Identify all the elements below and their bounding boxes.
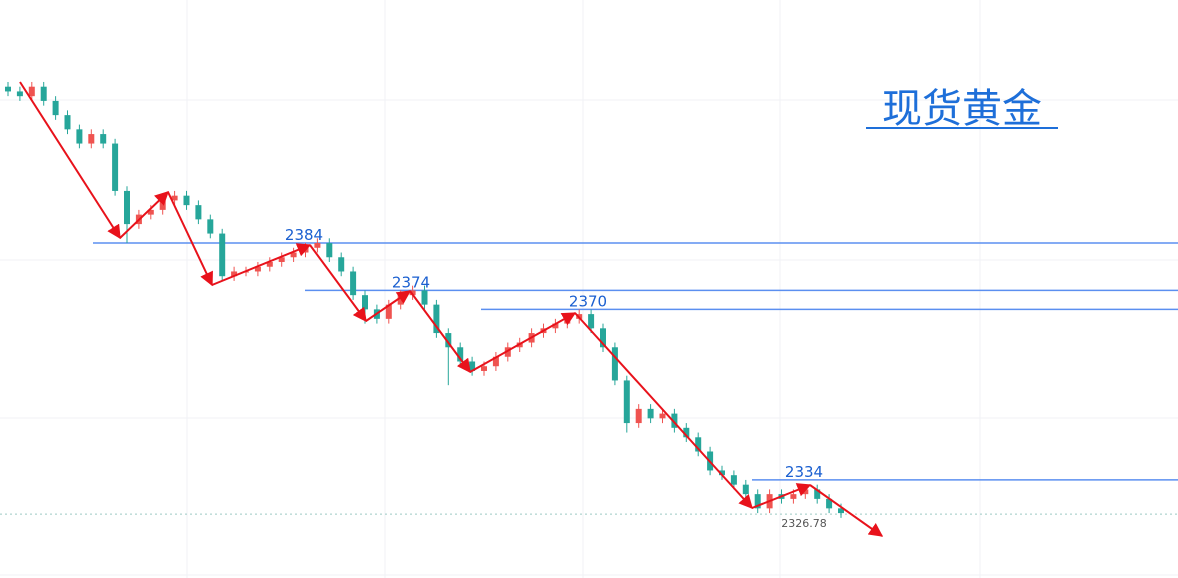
candle-body bbox=[492, 356, 499, 367]
candle-body bbox=[76, 129, 83, 144]
candle-body bbox=[195, 205, 202, 220]
candle-body bbox=[469, 361, 476, 371]
candle-body bbox=[409, 290, 416, 296]
candle-body bbox=[457, 347, 464, 362]
candle-body bbox=[600, 328, 606, 348]
candle-body bbox=[5, 86, 11, 92]
candle-body bbox=[100, 134, 107, 144]
chart-title: 现货黄金 bbox=[882, 86, 1042, 132]
candle-body bbox=[183, 195, 190, 206]
levels: 2384 2374 2370 2334 2326.78 bbox=[0, 226, 1178, 530]
candle-body bbox=[611, 347, 618, 381]
candle-body bbox=[790, 494, 797, 499]
candle-body bbox=[647, 408, 654, 419]
last-price-label: 2326.78 bbox=[781, 517, 827, 530]
candle-body bbox=[254, 266, 261, 272]
candle-body bbox=[671, 413, 678, 428]
candles bbox=[5, 81, 844, 518]
candle-body bbox=[88, 134, 95, 144]
candle-body bbox=[171, 195, 178, 201]
candle-body bbox=[338, 257, 345, 272]
candle-body bbox=[481, 366, 487, 371]
candle-body bbox=[754, 494, 761, 509]
candle-body bbox=[278, 257, 285, 262]
candle-body bbox=[231, 271, 238, 277]
candle-body bbox=[219, 233, 226, 277]
candle-body bbox=[695, 437, 702, 452]
candle-body bbox=[683, 427, 690, 438]
candle-body bbox=[659, 413, 666, 419]
candle-body bbox=[147, 209, 154, 215]
candle-body bbox=[207, 219, 214, 234]
candle-body bbox=[16, 91, 23, 97]
candle-body bbox=[290, 252, 297, 258]
candle-body bbox=[28, 86, 35, 97]
candle-body bbox=[433, 304, 440, 334]
trend-arrows bbox=[19, 81, 884, 537]
candle-body bbox=[814, 489, 821, 499]
candle-body bbox=[52, 100, 59, 116]
candle-body bbox=[385, 304, 392, 319]
candle-body bbox=[445, 333, 452, 348]
candle-body bbox=[362, 295, 368, 310]
candle-body bbox=[112, 143, 119, 191]
candle-body bbox=[421, 290, 428, 305]
candle-body bbox=[124, 190, 130, 225]
level-label: 2370 bbox=[569, 292, 607, 310]
candle-body bbox=[159, 200, 166, 210]
level-label: 2334 bbox=[785, 463, 823, 481]
level-label: 2384 bbox=[285, 226, 323, 244]
candle-body bbox=[266, 261, 273, 267]
candle-body bbox=[826, 498, 833, 509]
candle-body bbox=[326, 243, 333, 258]
candle-body bbox=[623, 380, 630, 424]
candle-body bbox=[588, 314, 595, 329]
candle-body bbox=[314, 243, 321, 248]
candle-body bbox=[719, 470, 725, 476]
candle-body bbox=[40, 86, 47, 101]
candle-body bbox=[730, 475, 737, 485]
level-label: 2374 bbox=[392, 273, 430, 291]
candle-body bbox=[552, 323, 559, 329]
candle-body bbox=[838, 508, 844, 514]
candle-body bbox=[64, 115, 71, 130]
candle-body bbox=[802, 489, 809, 495]
candle-body bbox=[742, 484, 749, 495]
candle-body bbox=[350, 271, 357, 296]
candle-body bbox=[504, 347, 511, 357]
candle-body bbox=[635, 408, 642, 424]
